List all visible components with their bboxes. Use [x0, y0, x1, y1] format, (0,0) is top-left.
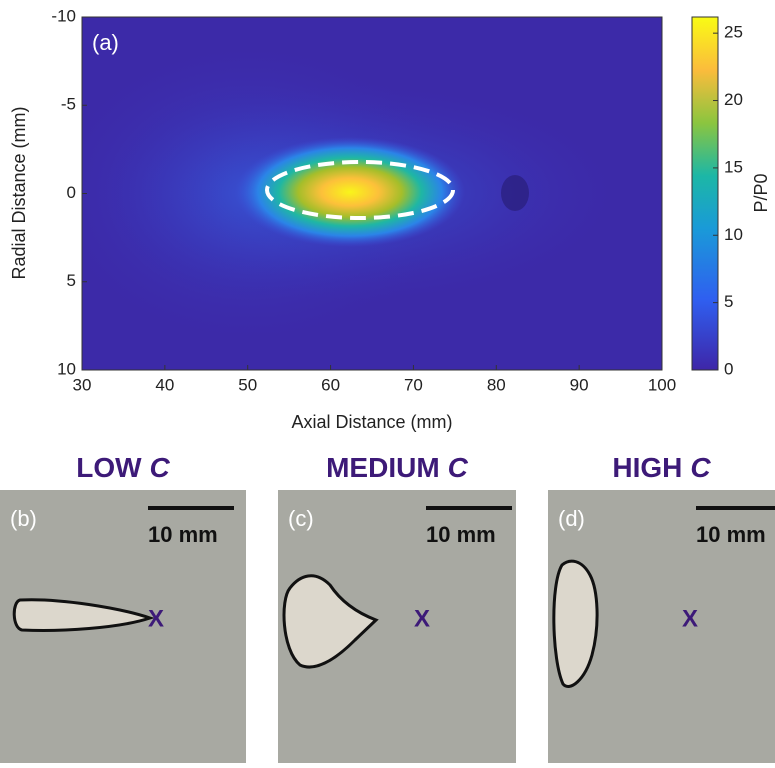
focus-marker: X: [148, 605, 164, 632]
x-tick-label: 60: [321, 375, 340, 394]
colorbar-tick-label: 0: [724, 359, 733, 378]
panel-label: (b): [10, 506, 37, 531]
photo-panel: (b) 10 mm X: [0, 490, 246, 763]
panel-title: LOW C: [76, 452, 170, 483]
lesion-outline: [552, 559, 599, 688]
panel-title-variable: C: [150, 452, 171, 483]
x-tick-label: 100: [648, 375, 676, 394]
panel-title-variable: C: [690, 452, 711, 483]
photo-panel: (c) 10 mm X: [278, 490, 516, 763]
focus-marker: X: [414, 605, 430, 632]
focus-marker: X: [682, 605, 698, 632]
y-tick-label: 5: [67, 271, 76, 290]
lesion-outline: [282, 574, 379, 669]
colorbar-tick-label: 15: [724, 157, 743, 176]
colorbar-tick-label: 10: [724, 225, 743, 244]
panel-title-text: LOW: [76, 452, 142, 483]
lesion-outline: [12, 598, 155, 632]
scale-bar-label: 10 mm: [426, 522, 496, 547]
y-tick-label: 10: [57, 359, 76, 378]
colorbar-tick-label: 25: [724, 23, 743, 42]
y-tick-label: -10: [51, 6, 76, 25]
panel-label: (a): [92, 30, 119, 55]
x-tick-label: 30: [73, 375, 92, 394]
panel-title: MEDIUM C: [326, 452, 469, 483]
x-tick-label: 40: [155, 375, 174, 394]
heatmap-field: [82, 17, 662, 370]
y-axis-label: Radial Distance (mm): [9, 106, 29, 279]
photo-panel: (d) 10 mm X: [548, 490, 775, 763]
y-tick-label: 0: [67, 183, 76, 202]
scale-bar-label: 10 mm: [696, 522, 766, 547]
x-tick-label: 90: [570, 375, 589, 394]
panel-label: (d): [558, 506, 585, 531]
x-axis-label: Axial Distance (mm): [291, 412, 452, 432]
panel-title-variable: C: [448, 452, 469, 483]
colorbar-tick-label: 20: [724, 90, 743, 109]
panel-title-text: MEDIUM: [326, 452, 440, 483]
panel-title-text: HIGH: [612, 452, 682, 483]
x-tick-label: 50: [238, 375, 257, 394]
colorbar-label: P/P0: [751, 173, 771, 212]
x-tick-label: 70: [404, 375, 423, 394]
x-tick-label: 80: [487, 375, 506, 394]
scale-bar-label: 10 mm: [148, 522, 218, 547]
panel-title: HIGH C: [612, 452, 711, 483]
y-tick-label: -5: [61, 95, 76, 114]
colorbar-tick-label: 5: [724, 292, 733, 311]
colorbar: [691, 16, 719, 371]
focus-outline: [265, 160, 455, 220]
panel-label: (c): [288, 506, 314, 531]
